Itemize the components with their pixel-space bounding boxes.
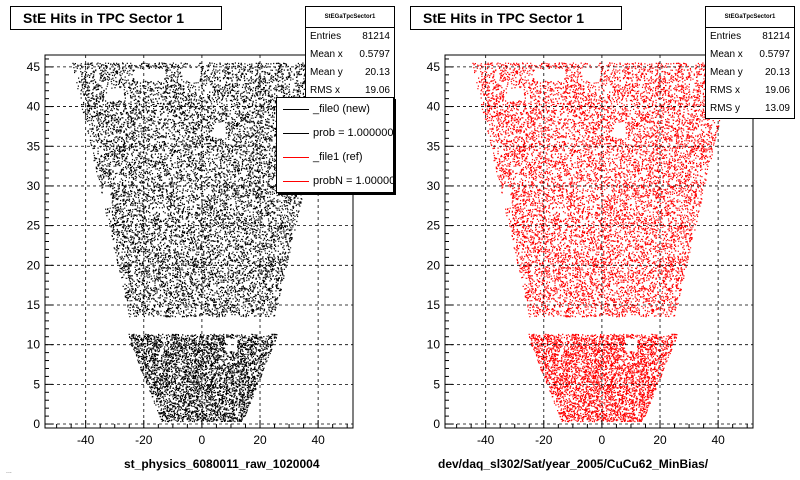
- y-tick-label: 0: [33, 417, 40, 431]
- y-tick-label: 35: [27, 139, 41, 153]
- legend-entry: probN = 1.000000: [277, 170, 394, 192]
- stats-value: 19.06: [764, 85, 790, 96]
- x-tick-label: 20: [653, 433, 667, 447]
- legend-text: _file1 (ref): [313, 151, 363, 163]
- x-tick-label: 40: [711, 433, 725, 447]
- left-stats-row-rmsx: RMS x 19.06: [306, 82, 394, 100]
- stats-value: 13.09: [764, 103, 790, 114]
- scatter-points: [72, 62, 334, 423]
- left-plot-title: StE Hits in TPC Sector 1: [10, 6, 222, 30]
- x-tick-label: 20: [253, 433, 267, 447]
- left-stats-row-entries: Entries 81214: [306, 28, 394, 46]
- legend-line-red: [283, 157, 309, 158]
- stats-label: Mean y: [310, 67, 343, 78]
- x-tick-label: -40: [77, 433, 95, 447]
- scatter-points: [472, 62, 734, 423]
- stats-value: 19.06: [364, 85, 390, 96]
- y-tick-label: 5: [433, 377, 440, 391]
- x-tick-label: 0: [599, 433, 606, 447]
- stats-value: 20.13: [764, 67, 790, 78]
- right-stats-row-rmsx: RMS x 19.06: [706, 82, 794, 100]
- y-tick-label: 20: [427, 258, 441, 272]
- y-tick-label: 45: [427, 60, 441, 74]
- stats-label: Entries: [310, 31, 342, 42]
- x-tick-label: -40: [477, 433, 495, 447]
- right-stats-title: StEGaTpcSector1: [706, 7, 794, 28]
- y-tick-label: 25: [427, 219, 441, 233]
- stats-label: Entries: [710, 31, 742, 42]
- x-tick-label: 0: [199, 433, 206, 447]
- y-tick-label: 15: [27, 298, 41, 312]
- right-plot-title: StE Hits in TPC Sector 1: [410, 6, 622, 30]
- stats-value: 81214: [362, 31, 390, 42]
- left-stats-row-meany: Mean y 20.13: [306, 64, 394, 82]
- stats-label: Mean x: [310, 49, 343, 60]
- legend-entry: _file1 (ref): [277, 146, 393, 170]
- y-tick-label: 30: [427, 179, 441, 193]
- y-tick-label: 10: [427, 338, 441, 352]
- right-stats-box: StEGaTpcSector1 Entries 81214 Mean x 0.579…: [705, 6, 795, 119]
- left-scatter-plot: -40 -20 0 20 40 0 5 10 15 20 25 30 35 40 45: [27, 54, 354, 447]
- left-pad: -40 -20 0 20 40 0 5 10 15 20 25 30 35 40 45 StE Hits i…: [6, 6, 395, 475]
- y-tick-label: 45: [27, 60, 41, 74]
- legend-line-red: [283, 181, 309, 182]
- stats-value: 20.13: [364, 67, 390, 78]
- stats-label: RMS x: [310, 85, 340, 96]
- y-tick-label: 40: [27, 100, 41, 114]
- stats-value: 0.5797: [359, 49, 390, 60]
- right-stats-row-meanx: Mean x 0.5797: [706, 46, 794, 64]
- left-stats-box: StEGaTpcSector1 Entries 81214 Mean x 0.579…: [305, 6, 395, 101]
- legend-entry: prob = 1.000000: [277, 122, 393, 146]
- stats-value: 81214: [762, 31, 790, 42]
- stats-label: Mean x: [710, 49, 743, 60]
- y-tick-label: 40: [427, 100, 441, 114]
- legend-entry: _file0 (new): [277, 98, 393, 122]
- left-stats-title: StEGaTpcSector1: [306, 7, 394, 28]
- y-tick-label: 10: [27, 338, 41, 352]
- right-stats-row-entries: Entries 81214: [706, 28, 794, 46]
- y-tick-label: 35: [427, 139, 441, 153]
- legend-line-black: [283, 109, 309, 110]
- right-stats-row-rmsy: RMS y 13.09: [706, 100, 794, 118]
- x-tick-label: -20: [135, 433, 153, 447]
- x-tick-label: 40: [311, 433, 325, 447]
- right-stats-row-meany: Mean y 20.13: [706, 64, 794, 82]
- footer-text: ...: [6, 468, 12, 475]
- legend-text: _file0 (new): [313, 103, 370, 115]
- y-tick-label: 0: [433, 417, 440, 431]
- stats-label: Mean y: [710, 67, 743, 78]
- legend-text: prob = 1.000000: [313, 127, 394, 139]
- stats-label: RMS x: [710, 85, 740, 96]
- y-tick-label: 5: [33, 377, 40, 391]
- left-legend: _file0 (new) prob = 1.000000 _file1 (ref…: [276, 97, 394, 193]
- left-x-axis-title: st_physics_6080011_raw_1020004: [124, 457, 320, 471]
- legend-line-black: [283, 133, 309, 134]
- x-tick-label: -20: [535, 433, 553, 447]
- y-tick-label: 30: [27, 179, 41, 193]
- legend-text: probN = 1.000000: [313, 175, 394, 187]
- right-x-axis-title: dev/daq_sl302/Sat/year_2005/CuCu62_MinBi…: [438, 457, 709, 471]
- right-pad: -40 -20 0 20 40 0 5 10 15 20 25 30 35 40 45 StE Hits i…: [400, 0, 800, 480]
- stats-value: 0.5797: [759, 49, 790, 60]
- y-tick-label: 25: [27, 219, 41, 233]
- left-stats-row-meanx: Mean x 0.5797: [306, 46, 394, 64]
- y-tick-label: 15: [427, 298, 441, 312]
- y-tick-label: 20: [27, 258, 41, 272]
- stats-label: RMS y: [710, 103, 740, 114]
